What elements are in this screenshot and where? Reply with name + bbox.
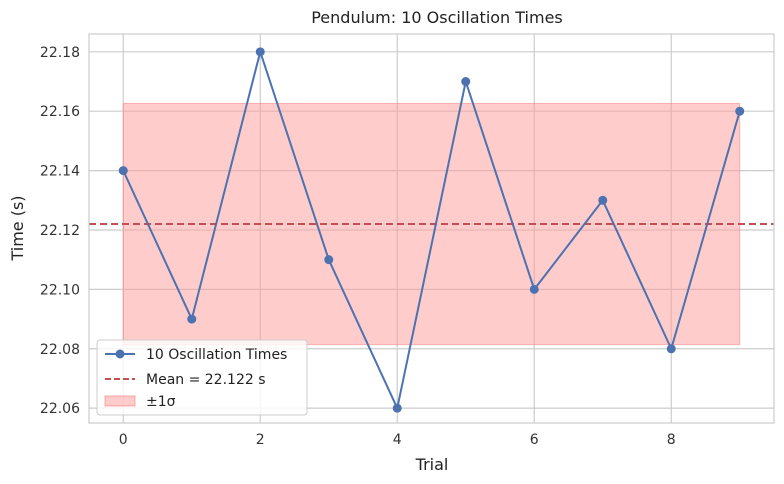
data-point — [461, 77, 471, 87]
x-tick-label: 2 — [256, 432, 265, 448]
data-point — [187, 314, 197, 324]
x-axis-label: Trial — [415, 455, 449, 474]
legend-series-label: 10 Oscillation Times — [146, 347, 287, 363]
y-tick-label: 22.14 — [40, 164, 80, 180]
y-tick-label: 22.08 — [40, 342, 80, 358]
data-point — [118, 166, 128, 176]
legend-mean-label: Mean = 22.122 s — [146, 372, 266, 388]
data-point — [255, 47, 265, 57]
y-axis-label: Time (s) — [8, 195, 27, 261]
data-point — [324, 255, 334, 265]
x-tick-label: 8 — [667, 432, 676, 448]
x-tick-label: 6 — [530, 432, 539, 448]
x-tick-labels: 0 2 4 6 8 — [119, 432, 676, 448]
series-layer — [118, 47, 745, 413]
y-tick-label: 22.12 — [40, 223, 80, 239]
y-tick-labels: 22.06 22.08 22.10 22.12 22.14 22.16 22.18 — [40, 45, 80, 417]
data-point — [666, 344, 676, 354]
data-point — [529, 284, 539, 294]
x-tick-label: 4 — [393, 432, 402, 448]
legend: 10 Oscillation Times Mean = 22.122 s ±1σ — [96, 339, 308, 416]
y-tick-label: 22.06 — [40, 401, 80, 417]
y-tick-label: 22.18 — [40, 45, 80, 61]
y-tick-label: 22.16 — [40, 104, 80, 120]
data-point — [598, 195, 608, 205]
chart-title: Pendulum: 10 Oscillation Times — [311, 8, 563, 27]
x-tick-label: 0 — [119, 432, 128, 448]
legend-box — [96, 339, 308, 416]
plot-frame — [88, 33, 775, 424]
series-line — [122, 50, 741, 410]
legend-series-marker — [115, 349, 125, 359]
y-tick-label: 22.10 — [40, 282, 80, 298]
legend-band-label: ±1σ — [146, 394, 176, 410]
data-point — [392, 403, 402, 413]
data-point — [735, 106, 745, 116]
legend-band-swatch — [104, 395, 136, 407]
